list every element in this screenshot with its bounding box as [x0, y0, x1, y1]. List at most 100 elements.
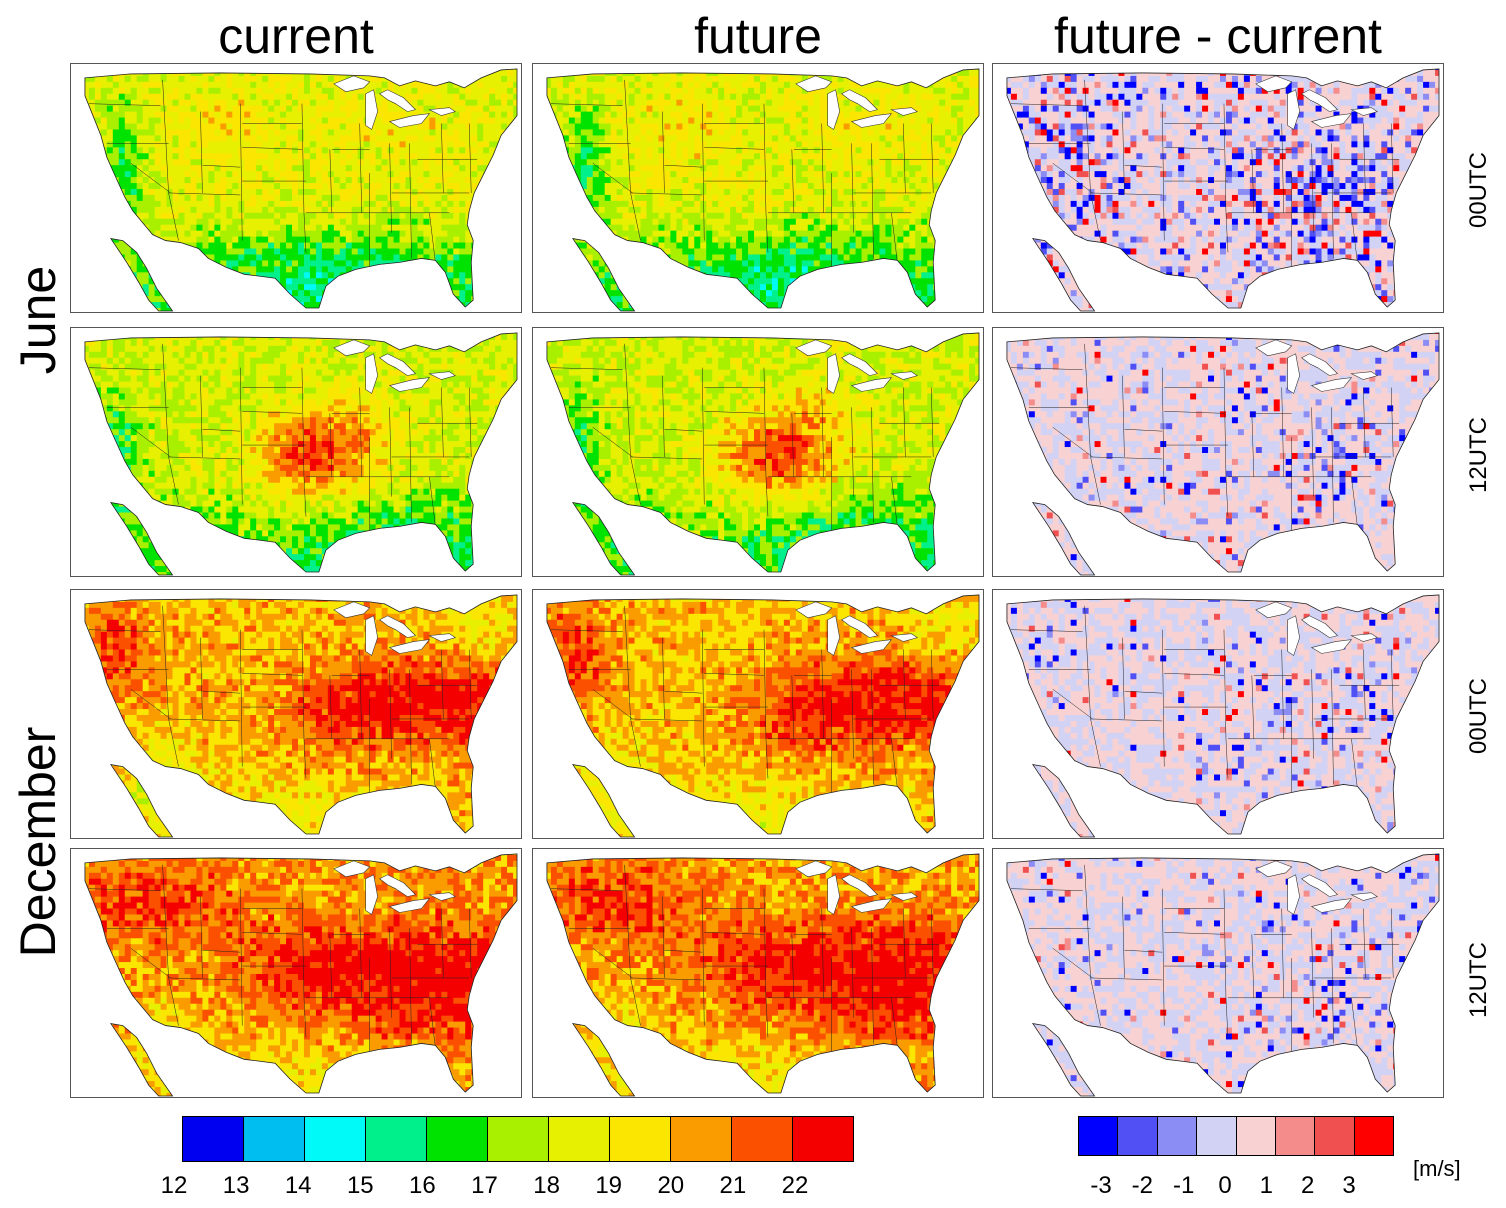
colorbar-unit-label: [m/s]	[1413, 1158, 1461, 1180]
map-june-12utc-current-svg	[84, 332, 518, 576]
great-lake	[795, 339, 833, 357]
great-lake	[827, 615, 840, 656]
time-label-december-00utc: 00UTC	[1465, 678, 1492, 754]
colorbar-difference-swatch-0	[1079, 1117, 1119, 1155]
great-lake	[841, 874, 879, 897]
map-june-00utc-difference-svg	[1006, 68, 1440, 312]
great-lake	[850, 113, 893, 128]
great-lake	[1301, 874, 1339, 897]
great-lake	[428, 107, 456, 116]
colorbar-difference-swatch-3	[1197, 1117, 1237, 1155]
great-lake	[365, 615, 378, 656]
colorbar-wind-speed-swatch-8	[671, 1117, 732, 1161]
great-lake	[333, 601, 371, 619]
time-label-june-12utc: 12UTC	[1465, 417, 1492, 493]
great-lake	[1310, 898, 1353, 913]
colorbar-wind-speed-tick-1: 13	[223, 1174, 250, 1198]
map-june-12utc-difference-svg	[1006, 332, 1440, 576]
colorbar-wind-speed-tick-0: 12	[161, 1174, 188, 1198]
colorbar-wind-speed-swatch-1	[244, 1117, 305, 1161]
great-lake	[1287, 615, 1300, 656]
great-lake	[850, 898, 893, 913]
column-title-current: current	[70, 6, 522, 66]
map-june-12utc-difference	[992, 327, 1444, 577]
colorbar-difference-swatch-7	[1354, 1117, 1393, 1155]
great-lake	[1287, 874, 1300, 915]
great-lake	[333, 339, 371, 357]
map-december-12utc-current-svg	[84, 853, 518, 1097]
map-june-00utc-future-svg	[546, 68, 980, 312]
colorbar-difference-tick-3: 0	[1218, 1174, 1231, 1198]
colorbar-difference-swatch-5	[1275, 1117, 1316, 1155]
great-lake	[388, 898, 431, 913]
colorbar-difference	[1078, 1116, 1394, 1156]
map-december-00utc-current	[70, 589, 522, 839]
great-lake	[379, 874, 417, 897]
map-december-00utc-future-svg	[546, 594, 980, 838]
great-lake	[365, 89, 378, 130]
great-lake	[827, 353, 840, 394]
great-lake	[1310, 377, 1353, 392]
colorbar-wind-speed-tick-2: 14	[285, 1174, 312, 1198]
map-december-00utc-current-svg	[84, 594, 518, 838]
great-lake	[841, 89, 879, 112]
great-lake	[1301, 615, 1339, 638]
great-lake	[827, 874, 840, 915]
map-june-00utc-future	[532, 63, 984, 313]
map-december-00utc-difference	[992, 589, 1444, 839]
time-label-december-12utc: 12UTC	[1465, 942, 1492, 1018]
great-lake	[379, 353, 417, 376]
colorbar-wind-speed-swatch-7	[610, 1117, 671, 1161]
colorbar-wind-speed-swatch-10	[793, 1117, 853, 1161]
great-lake	[890, 371, 918, 380]
great-lake	[850, 377, 893, 392]
map-december-00utc-future	[532, 589, 984, 839]
colorbar-wind-speed-swatch-5	[488, 1117, 549, 1161]
map-december-12utc-future-svg	[546, 853, 980, 1097]
great-lake	[1287, 353, 1300, 394]
colorbar-difference-tick-1: -2	[1132, 1174, 1153, 1198]
map-june-12utc-current	[70, 327, 522, 577]
great-lake	[795, 860, 833, 878]
great-lake	[890, 892, 918, 901]
colorbar-wind-speed-tick-10: 22	[782, 1174, 809, 1198]
great-lake	[1350, 371, 1378, 380]
colorbar-difference-tick-2: -1	[1173, 1174, 1194, 1198]
great-lake	[333, 860, 371, 878]
great-lake	[428, 633, 456, 642]
great-lake	[379, 89, 417, 112]
great-lake	[1350, 107, 1378, 116]
colorbar-wind-speed-tick-8: 20	[657, 1174, 684, 1198]
colorbar-difference-swatch-4	[1236, 1117, 1276, 1155]
great-lake	[1310, 639, 1353, 654]
great-lake	[890, 633, 918, 642]
great-lake	[1255, 601, 1293, 619]
great-lake	[841, 353, 879, 376]
colorbar-wind-speed-tick-6: 18	[533, 1174, 560, 1198]
colorbar-wind-speed-tick-3: 15	[347, 1174, 374, 1198]
month-label-december: December	[10, 727, 66, 958]
month-label-june: June	[10, 266, 66, 374]
colorbar-wind-speed-tick-7: 19	[595, 1174, 622, 1198]
great-lake	[1350, 633, 1378, 642]
great-lake	[333, 75, 371, 93]
colorbar-difference-tick-4: 1	[1260, 1174, 1273, 1198]
time-label-june-00utc: 00UTC	[1465, 152, 1492, 228]
great-lake	[388, 639, 431, 654]
colorbar-difference-tick-6: 3	[1342, 1174, 1355, 1198]
colorbar-difference-swatch-2	[1157, 1117, 1198, 1155]
great-lake	[890, 107, 918, 116]
great-lake	[1310, 113, 1353, 128]
colorbar-wind-speed-tick-5: 17	[471, 1174, 498, 1198]
map-december-12utc-difference	[992, 848, 1444, 1098]
great-lake	[428, 371, 456, 380]
colorbar-wind-speed-tick-9: 21	[720, 1174, 747, 1198]
great-lake	[827, 89, 840, 130]
great-lake	[1287, 89, 1300, 130]
great-lake	[841, 615, 879, 638]
colorbar-wind-speed-swatch-0	[183, 1117, 244, 1161]
colorbar-wind-speed-swatch-4	[427, 1117, 488, 1161]
great-lake	[850, 639, 893, 654]
colorbar-difference-swatch-1	[1118, 1117, 1158, 1155]
map-june-00utc-difference	[992, 63, 1444, 313]
